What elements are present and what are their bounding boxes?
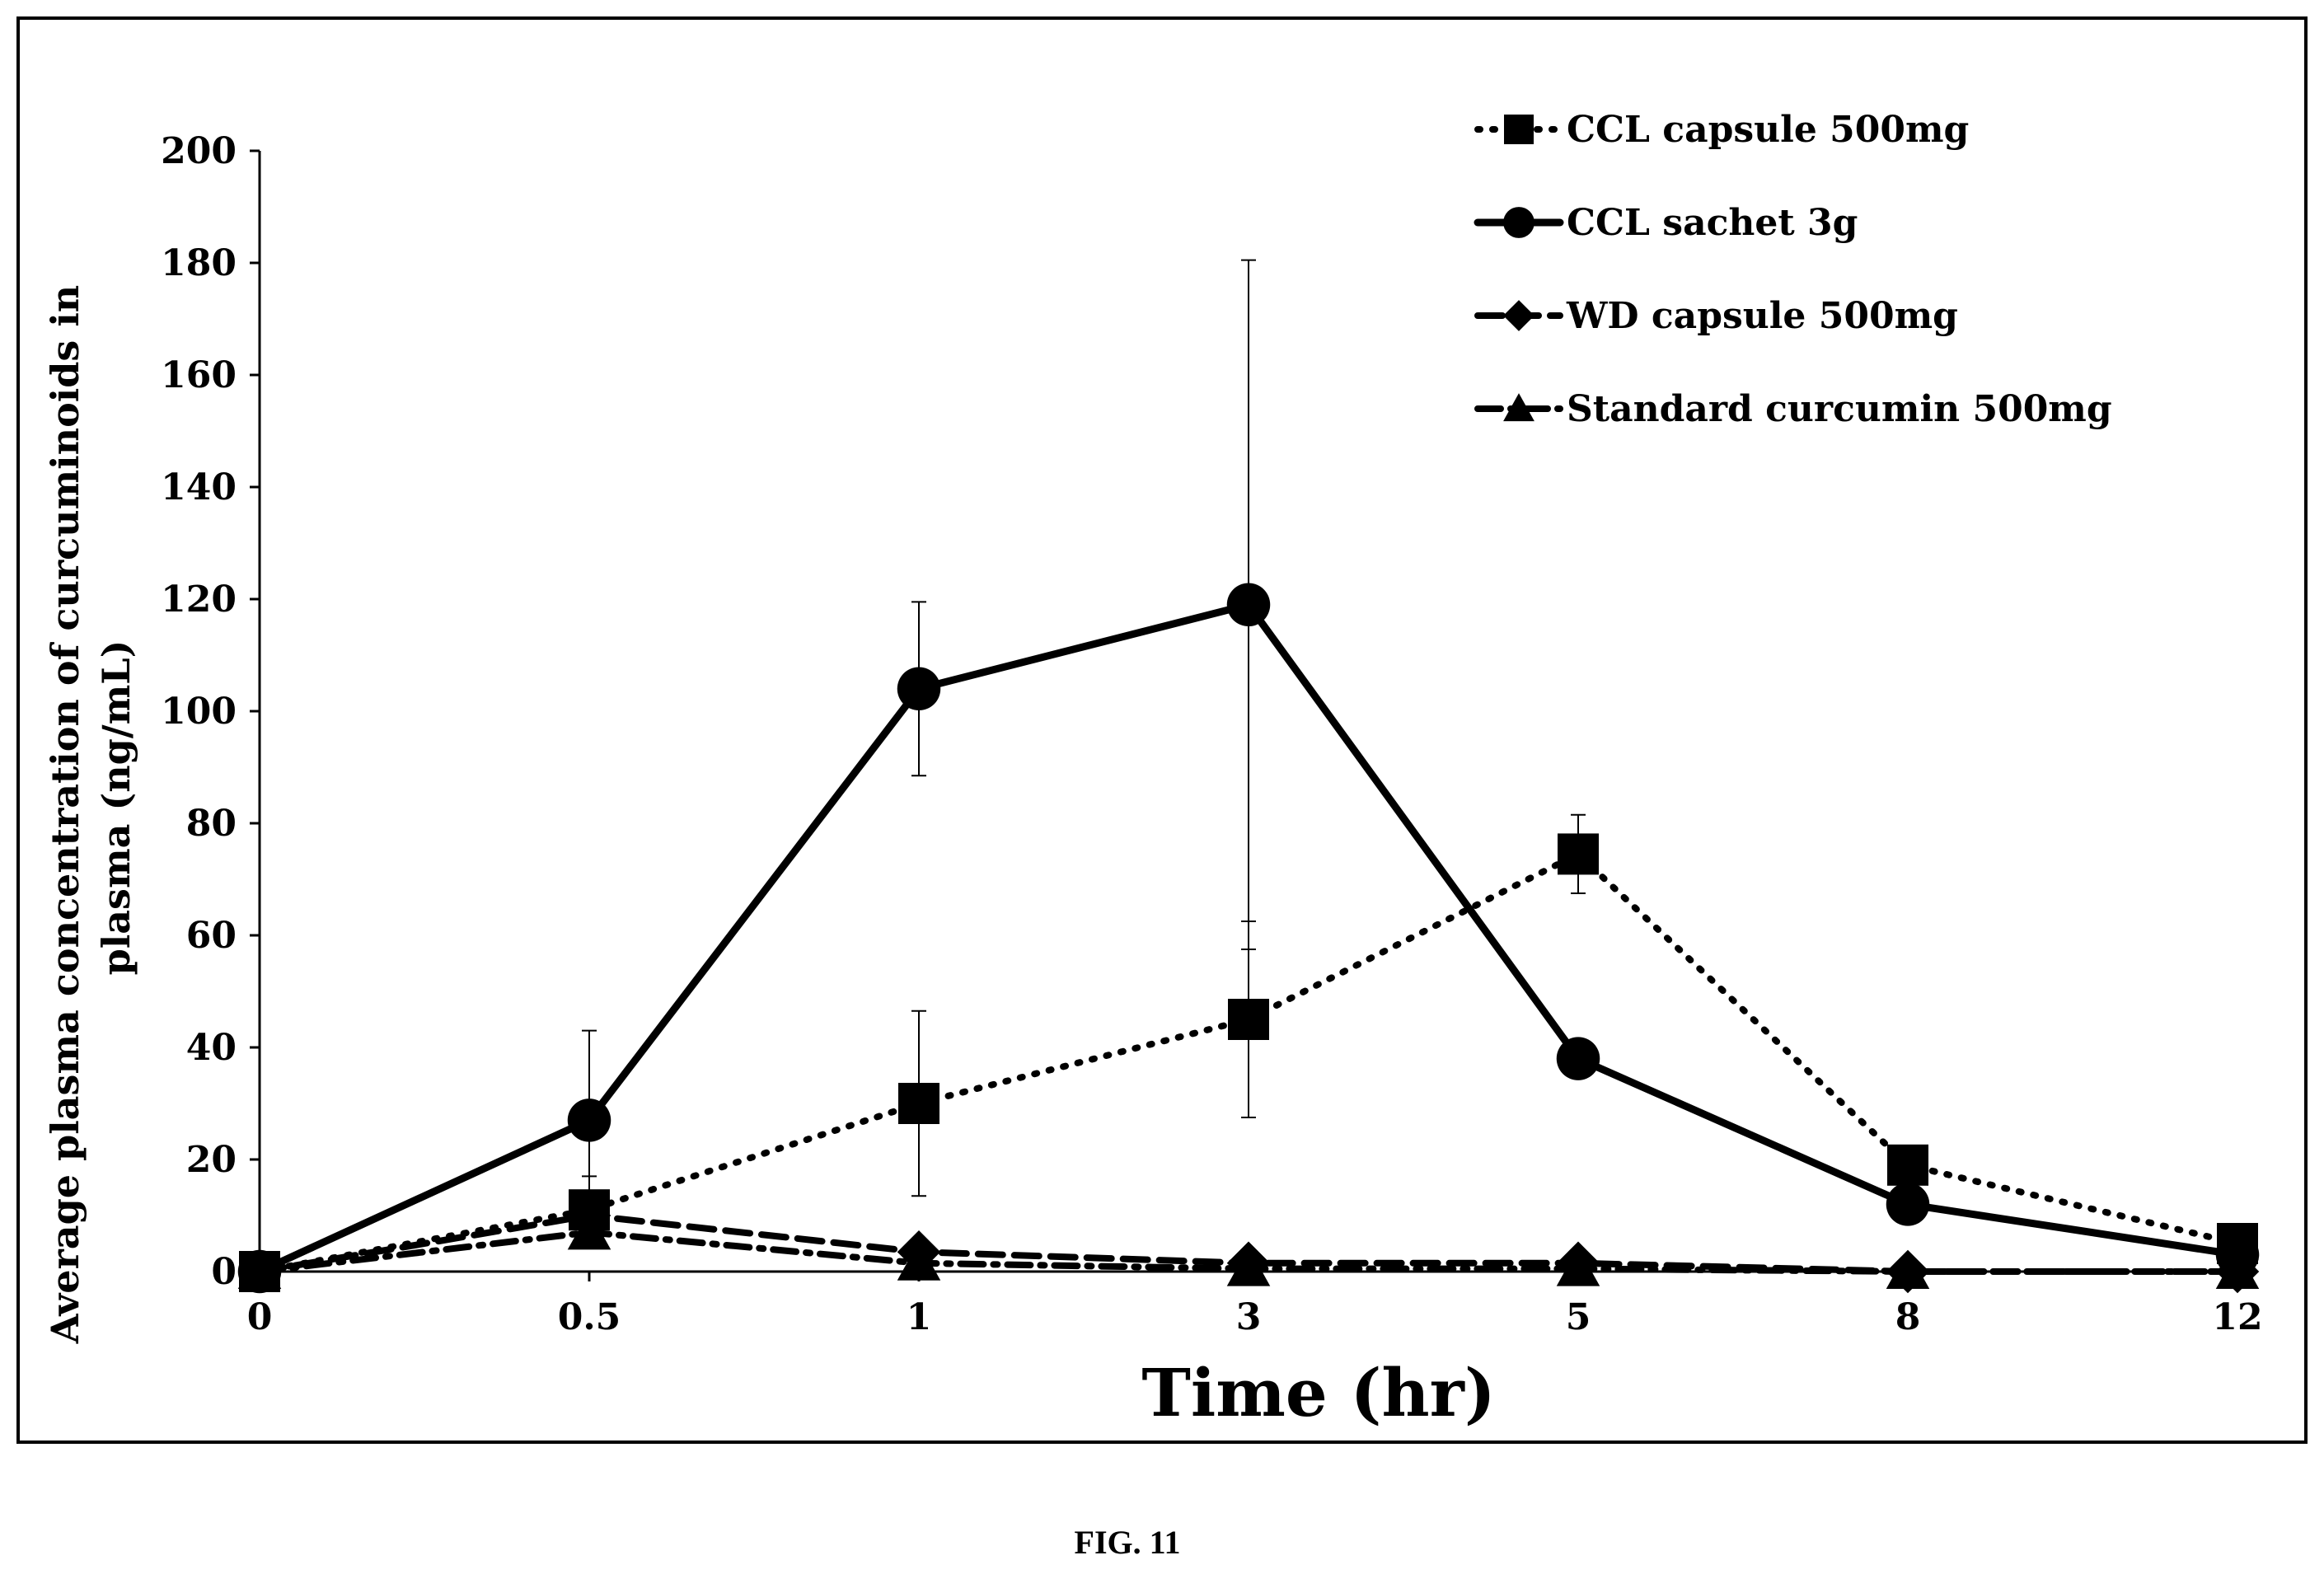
legend-label: Standard curcumin 500mg <box>1567 388 2112 430</box>
legend-marker-square <box>1504 115 1534 144</box>
data-point-circle <box>1556 1037 1600 1080</box>
data-point-circle <box>567 1099 611 1142</box>
data-point-square <box>1558 833 1599 875</box>
legend-marker-diamond <box>1503 300 1534 331</box>
x-axis-title: Time (hr) <box>1141 1354 1495 1431</box>
legend-label: WD capsule 500mg <box>1566 295 1958 337</box>
x-tick-label: 12 <box>2212 1296 2262 1338</box>
y-tick-label: 120 <box>161 579 237 621</box>
data-point-diamond <box>1226 1241 1271 1286</box>
y-tick-label: 100 <box>161 691 237 733</box>
series-layer <box>237 259 2260 1294</box>
legend-item-square: CCL capsule 500mg <box>1474 109 1969 151</box>
x-tick-label: 1 <box>907 1296 932 1338</box>
data-point-diamond <box>897 1230 941 1274</box>
legend-label: CCL sachet 3g <box>1567 202 1858 244</box>
x-tick-label: 0.5 <box>558 1296 621 1338</box>
legend-item-diamond: WD capsule 500mg <box>1474 295 1958 337</box>
y-tick-label: 0 <box>211 1251 237 1293</box>
x-tick-label: 5 <box>1566 1296 1591 1338</box>
y-tick-label: 200 <box>161 130 237 172</box>
y-tick-label: 140 <box>161 466 237 508</box>
series-circle <box>237 259 2260 1294</box>
axes: 0 20 40 60 80 100 120 140 160 180 200 0 0.5 1 3 5 8 12 <box>161 130 2262 1338</box>
legend-label: CCL capsule 500mg <box>1567 109 1969 151</box>
x-tick-label: 8 <box>1895 1296 1921 1338</box>
y-tick-label: 180 <box>161 242 237 284</box>
legend-marker-triangle <box>1503 393 1534 422</box>
legend-item-circle: CCL sachet 3g <box>1474 202 1858 244</box>
data-point-diamond <box>1886 1249 1930 1294</box>
y-tick-label: 40 <box>186 1027 237 1069</box>
x-tick-label: 0 <box>247 1296 273 1338</box>
figure-caption: FIG. 11 <box>1075 1524 1181 1561</box>
data-point-square <box>1887 1144 1928 1186</box>
legend-marker-circle <box>1503 207 1534 238</box>
y-tick-label: 60 <box>186 915 237 957</box>
data-point-circle <box>1886 1183 1930 1226</box>
legend-item-triangle: Standard curcumin 500mg <box>1474 388 2112 430</box>
data-point-diamond <box>1556 1241 1600 1286</box>
y-tick-label: 80 <box>186 803 237 845</box>
data-point-square <box>1228 999 1269 1040</box>
y-axis-title: Average plasma concentration of curcumin… <box>43 272 138 1345</box>
data-point-circle <box>237 1249 282 1294</box>
y-tick-label: 20 <box>186 1139 237 1181</box>
data-point-square <box>898 1083 939 1124</box>
legend: CCL capsule 500mg CCL sachet 3g WD capsule… <box>1474 109 2112 430</box>
data-point-circle <box>1226 583 1271 627</box>
data-point-circle <box>897 667 941 711</box>
y-axis-title-line-2: plasma (ng/mL) <box>94 640 138 976</box>
y-axis-title-line-1: Average plasma concentration of curcumin… <box>43 285 87 1345</box>
x-tick-label: 3 <box>1236 1296 1262 1338</box>
data-point-circle <box>2215 1233 2260 1277</box>
y-tick-label: 160 <box>161 354 237 396</box>
